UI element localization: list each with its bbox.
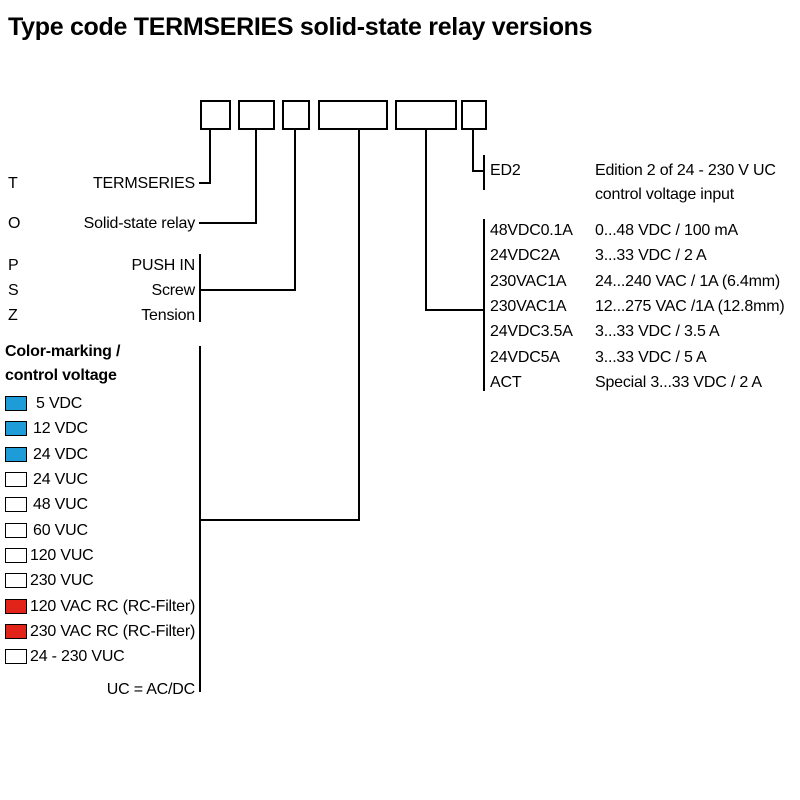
color-swatch — [5, 548, 27, 563]
rating-code: 24VDC5A — [490, 349, 560, 366]
connector-line — [255, 130, 257, 224]
code-letter-O: O — [8, 215, 21, 232]
code-label-termseries: TERMSERIES — [92, 175, 195, 192]
rating-desc: 24...240 VAC / 1A (6.4mm) — [595, 273, 781, 290]
color-swatch — [5, 472, 27, 487]
type-code-box-1 — [200, 100, 231, 130]
connector-line — [199, 519, 360, 521]
rating-desc: 3...33 VDC / 2 A — [595, 247, 707, 264]
color-item-label: 230 VUC — [30, 572, 94, 589]
color-item-label: 12 VDC — [33, 420, 88, 437]
uc-footnote: UC = AC/DC — [106, 681, 195, 698]
color-item-label: 24 VUC — [33, 471, 88, 488]
color-swatch — [5, 396, 27, 411]
code-label-tension: Tension — [141, 307, 195, 324]
connector-line — [425, 309, 485, 311]
connector-line — [472, 170, 485, 172]
connector-line — [209, 130, 211, 184]
connector-line — [199, 254, 201, 322]
connector-line — [199, 346, 201, 692]
color-swatch — [5, 523, 27, 538]
color-section-heading-line2: control voltage — [5, 367, 117, 384]
connector-line — [199, 222, 257, 224]
connector-line — [425, 130, 427, 311]
color-item-label: 60 VUC — [33, 522, 88, 539]
page-title: Type code TERMSERIES solid-state relay v… — [8, 13, 593, 41]
rating-desc: 3...33 VDC / 3.5 A — [595, 323, 720, 340]
type-code-box-2 — [238, 100, 275, 130]
rating-code: 230VAC1A — [490, 273, 567, 290]
connector-line — [199, 182, 211, 184]
rating-code: 24VDC3.5A — [490, 323, 573, 340]
type-code-box-6 — [461, 100, 487, 130]
code-letter-Z: Z — [8, 307, 18, 324]
color-swatch — [5, 421, 27, 436]
type-code-box-5 — [395, 100, 457, 130]
type-code-box-3 — [282, 100, 310, 130]
code-letter-P: P — [8, 257, 19, 274]
color-item-label: 5 VDC — [36, 395, 83, 412]
edition-code: ED2 — [490, 162, 521, 179]
color-item-label: 120 VUC — [30, 547, 94, 564]
connector-line — [199, 289, 296, 291]
color-item-label: 230 VAC RC (RC-Filter) — [30, 623, 196, 640]
color-swatch — [5, 624, 27, 639]
rating-code: 48VDC0.1A — [490, 222, 573, 239]
color-item-label: 24 VDC — [33, 446, 88, 463]
code-label-screw: Screw — [151, 282, 196, 299]
connector-line — [472, 130, 474, 172]
color-swatch — [5, 497, 27, 512]
rating-desc: Special 3...33 VDC / 2 A — [595, 374, 762, 391]
color-item-label: 48 VUC — [33, 496, 88, 513]
connector-line — [294, 130, 296, 291]
code-letter-T: T — [8, 175, 18, 192]
code-label-solid-state-relay: Solid-state relay — [83, 215, 196, 232]
rating-code: 24VDC2A — [490, 247, 560, 264]
code-letter-S: S — [8, 282, 19, 299]
connector-line — [483, 219, 485, 391]
connector-line — [483, 155, 485, 190]
rating-desc: 12...275 VAC /1A (12.8mm) — [595, 298, 785, 315]
color-swatch — [5, 447, 27, 462]
edition-desc-line2: control voltage input — [595, 186, 735, 203]
color-swatch — [5, 599, 27, 614]
color-section-heading-line1: Color-marking / — [5, 343, 121, 360]
code-label-push-in: PUSH IN — [131, 257, 196, 274]
color-swatch — [5, 649, 27, 664]
type-code-box-4 — [318, 100, 388, 130]
connector-line — [358, 130, 360, 521]
color-item-label: 24 - 230 VUC — [30, 648, 125, 665]
rating-desc: 3...33 VDC / 5 A — [595, 349, 707, 366]
edition-desc-line1: Edition 2 of 24 - 230 V UC — [595, 162, 776, 179]
rating-desc: 0...48 VDC / 100 mA — [595, 222, 738, 239]
color-item-label: 120 VAC RC (RC-Filter) — [30, 598, 196, 615]
color-swatch — [5, 573, 27, 588]
rating-code: ACT — [490, 374, 522, 391]
rating-code: 230VAC1A — [490, 298, 567, 315]
